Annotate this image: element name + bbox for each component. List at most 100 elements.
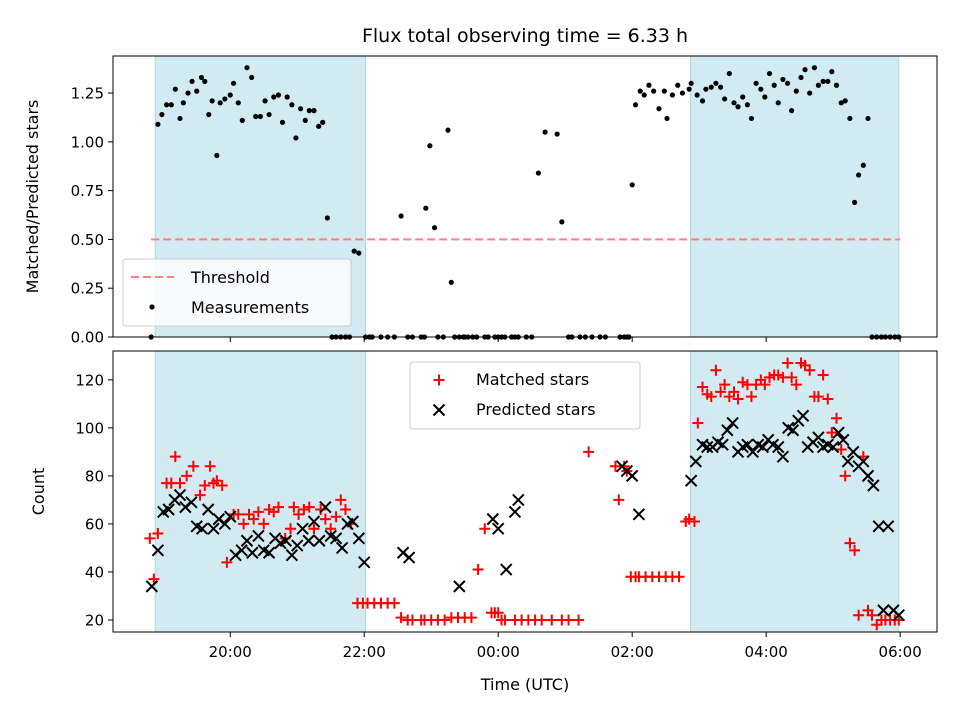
predicted-star-point [252, 529, 265, 543]
measurement-point [807, 90, 813, 96]
matched-star-point [546, 614, 558, 626]
predicted-star-point [716, 438, 729, 451]
measurement-point [708, 84, 714, 90]
predicted-star-point [162, 503, 175, 516]
matched-star-point [871, 619, 883, 631]
measurement-point [731, 100, 737, 106]
measurement-point [172, 86, 178, 92]
x-tick-label: 04:00 [745, 643, 788, 661]
measurement-point [230, 80, 237, 86]
predicted-star-point [689, 455, 703, 468]
measurement-point [351, 248, 357, 254]
predicted-star-point [453, 580, 466, 593]
predicted-star-point [145, 580, 159, 593]
predicted-star-point [892, 608, 906, 622]
bottom-y-tick-label: 120 [75, 371, 104, 389]
measurement-point [198, 74, 205, 81]
predicted-star-point [262, 546, 276, 559]
matched-star-point [395, 612, 407, 624]
measurement-point [820, 78, 826, 84]
measurement-point [865, 115, 871, 122]
matched-star-point [248, 513, 260, 525]
predicted-star-point [151, 544, 165, 557]
predicted-star-point [240, 534, 254, 547]
x-tick-label: 20:00 [209, 643, 252, 661]
bottom-y-tick-label: 40 [85, 563, 104, 581]
matched-star-point [839, 470, 851, 482]
predicted-star-point [346, 515, 360, 528]
predicted-star-point [867, 479, 880, 492]
predicted-star-point [508, 505, 522, 519]
measurement-point [253, 113, 259, 120]
predicted-star-point [786, 424, 800, 437]
measurement-point [222, 96, 228, 102]
measurement-point [316, 123, 322, 129]
measurement-point [694, 92, 700, 98]
measurement-point [838, 100, 844, 106]
measurement-point [398, 213, 404, 219]
measurement-point [802, 67, 808, 73]
measurement-point [852, 199, 858, 205]
measurement-point [793, 88, 799, 94]
matched-star-point [211, 475, 223, 487]
matched-star-point [710, 364, 722, 376]
measurement-point [542, 129, 548, 135]
matched-star-point [479, 523, 491, 535]
predicted-star-point [847, 445, 860, 459]
predicted-star-point [235, 544, 248, 557]
predicted-legend-swatch [432, 403, 446, 417]
measurement-point [320, 119, 326, 125]
measurement-point [744, 102, 751, 108]
matched-star-point [258, 518, 270, 530]
measurement-point [448, 279, 454, 285]
predicted-star-point [185, 496, 198, 509]
matched-legend-label: Matched stars [476, 370, 589, 389]
predicted-star-point [625, 469, 639, 483]
top-y-axis-label: Matched/Predicted stars [23, 100, 42, 294]
matched-star-point [303, 501, 315, 513]
matched-star-point [844, 537, 856, 549]
matched-star-point [826, 427, 838, 439]
measurement-point [235, 100, 241, 106]
predicted-star-point [224, 510, 237, 523]
matched-star-point [705, 391, 717, 403]
predicted-star-point [313, 534, 326, 547]
matched-star-point [812, 391, 824, 403]
measurement-point [185, 90, 191, 96]
matched-star-point [335, 494, 347, 506]
matched-star-point [174, 477, 186, 489]
matched-star-point [268, 506, 280, 518]
matched-star-point [298, 504, 310, 516]
predicted-star-point [291, 539, 304, 552]
matched-star-point [719, 379, 731, 391]
measurement-point [825, 78, 831, 84]
predicted-star-point [632, 508, 646, 521]
predicted-star-point [721, 424, 734, 437]
predicted-star-point [776, 450, 790, 463]
top-legend-box [122, 258, 352, 327]
measurement-point [445, 127, 451, 133]
measurement-point [163, 102, 170, 108]
chart-title: Flux total observing time = 6.33 h [362, 25, 688, 47]
predicted-star-point [358, 556, 371, 569]
measurement-point [713, 80, 719, 86]
predicted-star-point [756, 440, 770, 454]
measurement-point [829, 69, 835, 75]
predicted-star-point [279, 534, 293, 547]
bottom-y-axis-label: Count [29, 468, 48, 516]
star-count-panel: 20 40 60 80 100 120 20:00 22:00 00:00 02:00 04:00 0… [75, 350, 938, 661]
predicted-star-point [872, 520, 885, 533]
measurement-point [669, 92, 675, 98]
bottom-y-tick-label: 80 [85, 467, 104, 485]
measurement-point [688, 80, 694, 86]
matched-star-point [822, 393, 834, 405]
matched-star-point [285, 523, 297, 535]
measurement-point [289, 102, 295, 108]
x-axis-label: Time (UTC) [480, 675, 569, 694]
matched-star-point [613, 494, 625, 506]
matched-star-point [804, 364, 816, 376]
matched-star-point [723, 391, 735, 403]
measurement-point [766, 70, 773, 77]
predicted-star-point [195, 522, 209, 535]
matched-star-point [697, 381, 709, 393]
